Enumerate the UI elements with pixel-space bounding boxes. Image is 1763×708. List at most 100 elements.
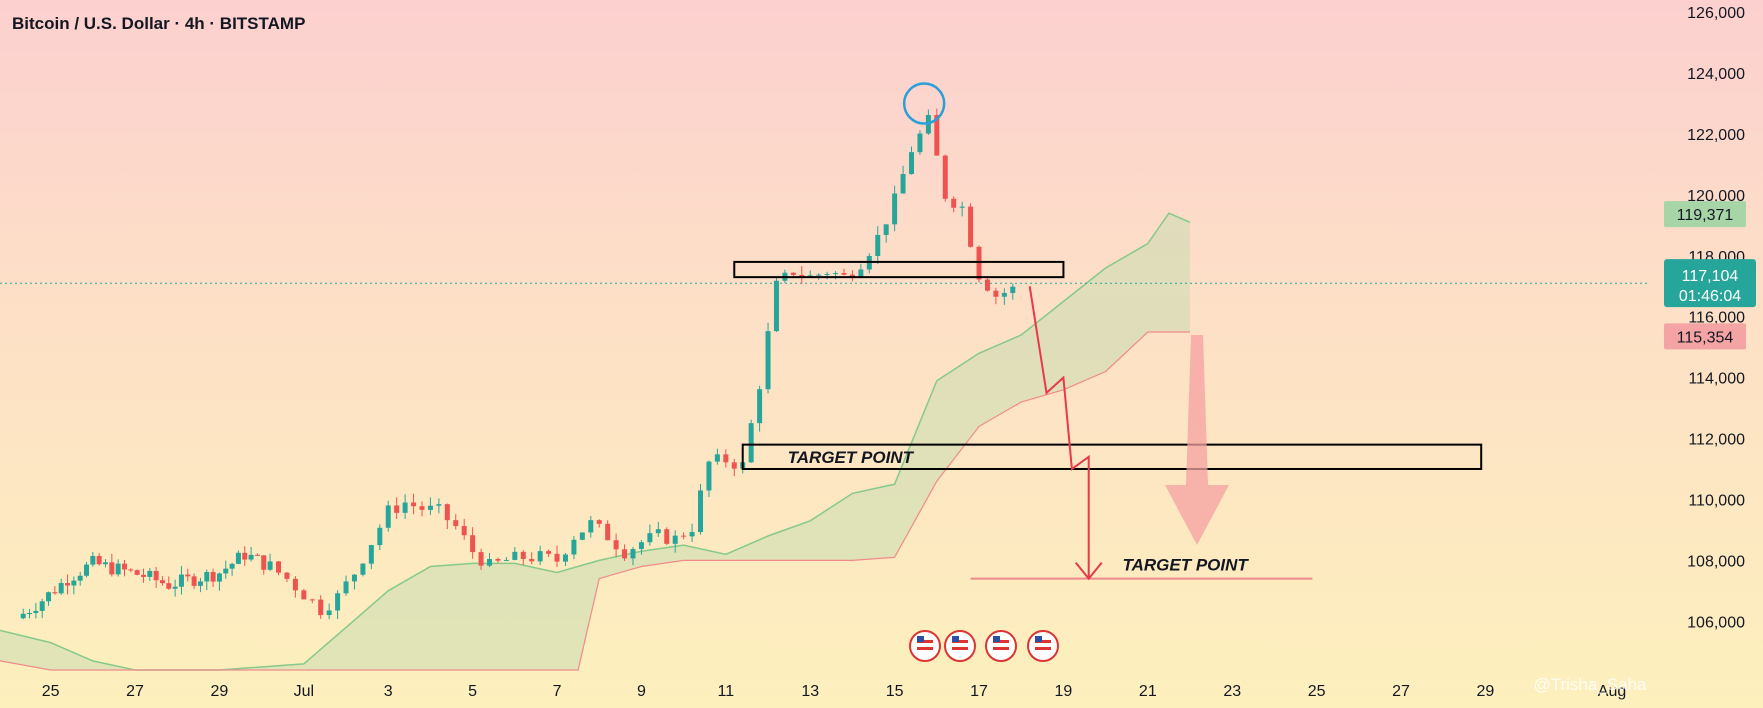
candle [46,592,52,602]
candle [172,586,178,589]
candle [622,549,628,559]
candle [33,610,39,613]
candle [153,570,159,581]
candle [96,556,102,565]
cloud-lower-line [0,331,1190,671]
candle [436,504,442,506]
candle [765,331,771,390]
price-badge [1664,323,1746,350]
candle [841,273,847,275]
x-tick-label: 25 [1308,683,1326,700]
x-tick-label: 25 [42,683,60,700]
candle [402,502,408,513]
candle [478,552,484,566]
candle [301,590,307,600]
candle [140,574,146,577]
x-tick-label: Aug [1598,683,1626,700]
candle [1010,286,1016,293]
candle [427,505,433,510]
y-tick-label: 112,000 [1688,432,1745,449]
candle [757,389,763,424]
y-tick-label: 114,000 [1688,371,1745,388]
candle [537,551,543,562]
candle [128,569,134,571]
candle [284,572,290,579]
candle [65,583,71,586]
candle [229,563,235,569]
candle [664,529,670,544]
candle [790,272,796,275]
candle [261,555,267,570]
target-point-label-1: TARGET POINT [788,448,915,467]
candle [495,558,501,561]
candle [934,114,940,156]
candle [191,576,197,586]
candle [672,535,678,544]
us-flag-icon-canton [993,636,1000,642]
candle [951,198,957,208]
us-flag-icon-stripe [1035,640,1051,643]
chart-title: Bitcoin / U.S. Dollar · 4h · BITSTAMP [12,14,306,33]
x-tick-label: 29 [1477,683,1495,700]
candle [554,553,560,562]
candle [689,532,695,537]
candle [655,529,661,534]
candle [223,568,229,574]
candle [900,174,906,194]
candle [267,561,273,570]
lightning-icon-stripe [917,640,933,643]
y-tick-label: 108,000 [1687,553,1745,570]
candle [849,274,855,278]
candle [326,610,332,616]
candle [84,564,90,576]
lightning-icon [909,630,941,662]
candle [959,206,965,208]
projection-arrowhead [1074,562,1103,581]
candle [90,556,96,565]
cloud-upper-line [0,212,1191,671]
x-tick-label: 11 [718,683,735,700]
candle [799,274,805,277]
y-tick-label: 122,000 [1687,127,1745,144]
x-tick-label: 27 [1392,683,1410,700]
candle [571,539,577,555]
x-tick-label: 9 [637,683,646,700]
candle [77,575,83,581]
candle [824,273,830,275]
candle [562,554,568,562]
x-tick-label: Jul [294,683,314,700]
candle [419,506,425,510]
us-flag-icon-stripe [993,640,1009,643]
price-badge [1664,259,1756,308]
us-flag-icon-canton [952,636,959,642]
x-tick-label: 27 [126,683,144,700]
candle [993,290,999,297]
candle [242,552,248,560]
candle [605,523,611,541]
candle [292,578,298,591]
down-arrow-shape [1165,335,1229,545]
candle [807,275,813,277]
x-tick-label: 15 [886,683,904,700]
candle [368,545,374,564]
price-badge-value: 119,371 [1677,207,1734,224]
x-tick-label: 3 [384,683,393,700]
candle [254,554,260,556]
x-tick-label: 17 [970,683,988,700]
watermark: @Trisha_Saha [1533,675,1647,694]
candle [579,532,585,540]
candle [816,274,822,276]
candle [27,612,33,614]
price-badge-value: 117,104 [1682,268,1739,285]
price-badge [1664,201,1746,228]
candle [892,193,898,225]
candle [858,269,864,278]
us-flag-icon-canton [1035,636,1042,642]
candle [52,592,58,594]
candle [276,561,282,573]
candle [71,580,77,586]
us-flag-icon-stripe [952,640,968,643]
candle [976,246,982,280]
peak-circle [902,82,946,125]
